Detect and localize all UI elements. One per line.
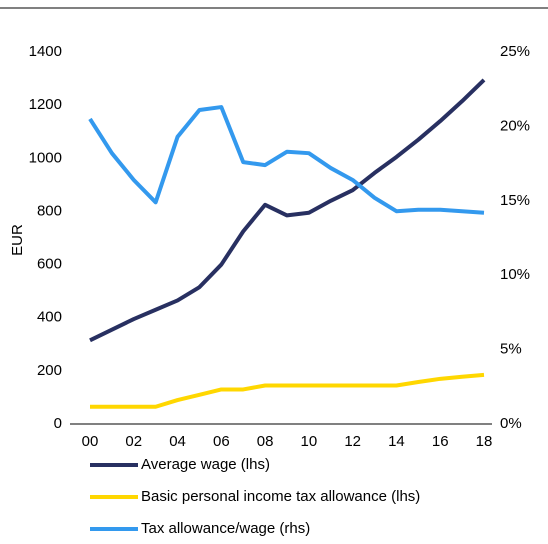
y2-tick-label: 20% <box>500 117 530 134</box>
x-tick-label: 10 <box>301 433 318 450</box>
y-tick-label: 400 <box>37 309 62 326</box>
y-tick-label: 1000 <box>29 149 62 166</box>
y-tick-label: 0 <box>54 415 62 432</box>
legend-label: Average wage (lhs) <box>141 456 270 473</box>
series-line <box>89 78 486 343</box>
x-tick-label: 08 <box>257 433 274 450</box>
y-tick-label: 600 <box>37 256 62 273</box>
y-axis-label: EUR <box>9 224 26 256</box>
series-line <box>88 105 485 215</box>
legend-label: Tax allowance/wage (rhs) <box>141 520 310 537</box>
y-tick-label: 1200 <box>29 96 62 113</box>
y2-tick-label: 5% <box>500 341 522 358</box>
x-tick-label: 16 <box>432 433 449 450</box>
x-tick-label: 06 <box>213 433 230 450</box>
x-tick-label: 04 <box>169 433 186 450</box>
legend-label: Basic personal income tax allowance (lhs… <box>141 488 420 505</box>
y-tick-label: 800 <box>37 202 62 219</box>
y2-tick-label: 25% <box>500 43 530 60</box>
x-tick-label: 18 <box>476 433 493 450</box>
y2-tick-label: 0% <box>500 415 522 432</box>
y-tick-label: 1400 <box>29 43 62 60</box>
x-tick-label: 14 <box>388 433 405 450</box>
series-line <box>90 372 485 409</box>
y2-tick-label: 15% <box>500 192 530 209</box>
x-tick-label: 00 <box>82 433 99 450</box>
y-tick-label: 200 <box>37 362 62 379</box>
x-tick-label: 12 <box>344 433 361 450</box>
y2-tick-label: 10% <box>500 266 530 283</box>
x-tick-label: 02 <box>125 433 142 450</box>
